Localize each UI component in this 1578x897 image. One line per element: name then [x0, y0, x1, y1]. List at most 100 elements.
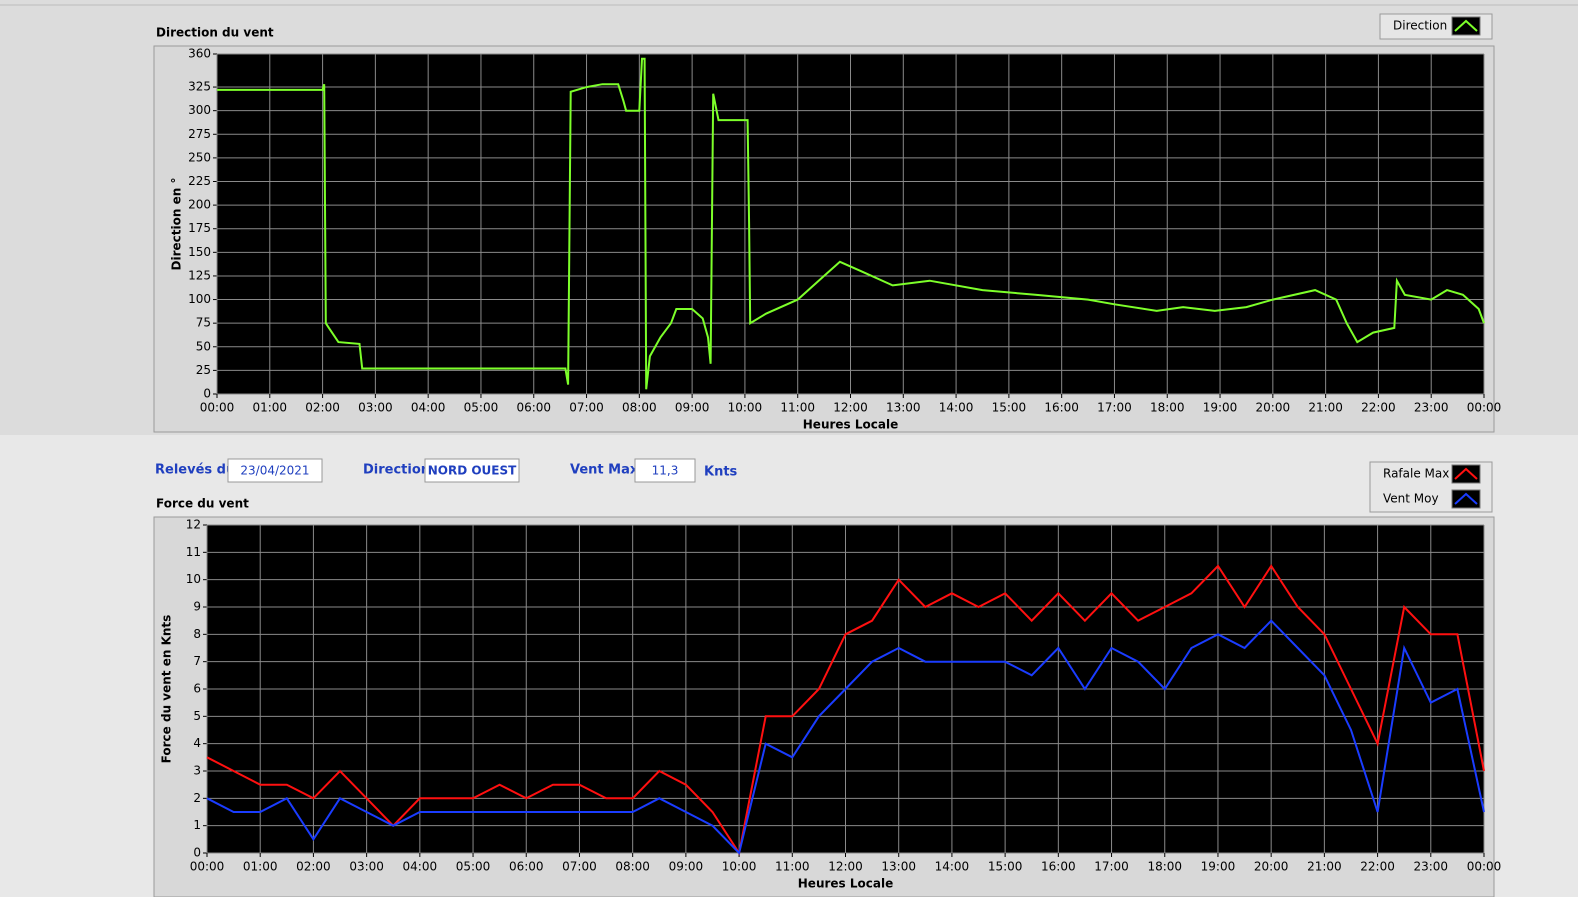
y-tick-label: 50 [196, 339, 211, 353]
x-tick-label: 06:00 [509, 860, 544, 874]
x-tick-label: 05:00 [456, 860, 491, 874]
x-tick-label: 06:00 [516, 401, 551, 415]
y-tick-label: 2 [193, 791, 201, 805]
y-axis-label: Direction en ° [170, 178, 184, 271]
x-tick-label: 03:00 [358, 401, 393, 415]
x-tick-label: 21:00 [1307, 860, 1342, 874]
x-tick-label: 09:00 [675, 401, 710, 415]
x-tick-label: 23:00 [1413, 860, 1448, 874]
x-tick-label: 17:00 [1097, 401, 1132, 415]
y-tick-label: 0 [193, 846, 201, 860]
y-tick-label: 150 [188, 245, 211, 259]
x-tick-label: 02:00 [305, 401, 340, 415]
y-tick-label: 0 [203, 387, 211, 401]
x-tick-label: 19:00 [1201, 860, 1236, 874]
x-tick-label: 18:00 [1150, 401, 1185, 415]
x-tick-label: 15:00 [992, 401, 1027, 415]
x-axis-label: Heures Locale [803, 418, 898, 432]
x-tick-label: 13:00 [881, 860, 916, 874]
legend-label: Rafale Max [1383, 467, 1449, 481]
y-tick-label: 250 [188, 150, 211, 164]
x-tick-label: 16:00 [1041, 860, 1076, 874]
y-tick-label: 100 [188, 292, 211, 306]
y-tick-label: 11 [186, 545, 201, 559]
legend-swatch [1451, 489, 1481, 509]
field-box [424, 458, 520, 483]
y-tick-label: 25 [196, 363, 211, 377]
x-tick-label: 02:00 [296, 860, 331, 874]
x-tick-label: 11:00 [775, 860, 810, 874]
legend-label: Vent Moy [1383, 492, 1439, 506]
x-tick-label: 01:00 [243, 860, 278, 874]
y-tick-label: 8 [193, 627, 201, 641]
legend-swatch [1451, 464, 1481, 484]
y-tick-label: 6 [193, 682, 201, 696]
y-tick-label: 175 [188, 221, 211, 235]
x-tick-label: 03:00 [349, 860, 384, 874]
x-tick-label: 16:00 [1044, 401, 1079, 415]
x-tick-label: 15:00 [988, 860, 1023, 874]
y-tick-label: 3 [193, 764, 201, 778]
x-tick-label: 18:00 [1147, 860, 1182, 874]
line [206, 564, 1485, 856]
x-tick-label: 14:00 [939, 401, 974, 415]
x-tick-label: 21:00 [1308, 401, 1343, 415]
x-tick-label: 10:00 [728, 401, 763, 415]
line [217, 57, 1485, 390]
x-axis-label: Heures Locale [798, 877, 893, 891]
x-tick-label: 23:00 [1414, 401, 1449, 415]
x-tick-label: 22:00 [1360, 860, 1395, 874]
x-tick-label: 12:00 [828, 860, 863, 874]
y-tick-label: 360 [188, 47, 211, 61]
x-tick-label: 07:00 [562, 860, 597, 874]
y-tick-label: 75 [196, 316, 211, 330]
x-tick-label: 19:00 [1203, 401, 1238, 415]
line [206, 619, 1485, 855]
x-tick-label: 00:00 [200, 401, 235, 415]
field-value: 11,3 [652, 464, 679, 478]
x-tick-label: 08:00 [615, 860, 650, 874]
x-tick-label: 05:00 [464, 401, 499, 415]
field-label: Relevés du [155, 463, 235, 478]
x-tick-label: 04:00 [403, 860, 438, 874]
field-label: Direction [363, 463, 430, 478]
y-tick-label: 5 [193, 709, 201, 723]
x-tick-label: 09:00 [669, 860, 704, 874]
legend-icon [1454, 492, 1478, 505]
y-tick-label: 4 [193, 736, 201, 750]
field-label: Vent Max [570, 463, 639, 478]
field-box [634, 458, 696, 483]
y-tick-label: 275 [188, 127, 211, 141]
y-tick-label: 12 [186, 518, 201, 532]
x-tick-label: 07:00 [569, 401, 604, 415]
field-value: NORD OUEST [428, 464, 517, 478]
y-axis-label: Force du vent en Knts [160, 615, 174, 764]
x-tick-label: 01:00 [252, 401, 287, 415]
y-tick-label: 325 [188, 80, 211, 94]
chart-title: Direction du vent [156, 26, 274, 40]
y-tick-label: 10 [186, 572, 201, 586]
field-unit: Knts [704, 465, 738, 480]
x-tick-label: 08:00 [622, 401, 657, 415]
x-tick-label: 00:00 [190, 860, 225, 874]
x-tick-label: 10:00 [722, 860, 757, 874]
y-tick-label: 125 [188, 268, 211, 282]
x-tick-label: 14:00 [935, 860, 970, 874]
y-tick-label: 200 [188, 198, 211, 212]
y-tick-label: 225 [188, 174, 211, 188]
x-tick-label: 00:00 [1467, 860, 1502, 874]
field-value: 23/04/2021 [240, 464, 309, 478]
x-tick-label: 20:00 [1254, 860, 1289, 874]
x-tick-label: 17:00 [1094, 860, 1129, 874]
legend-swatch [1451, 16, 1481, 36]
legend-icon [1454, 467, 1478, 480]
field-box [227, 458, 323, 483]
x-tick-label: 11:00 [780, 401, 815, 415]
legend-icon [1454, 19, 1478, 32]
y-tick-label: 9 [193, 600, 201, 614]
y-tick-label: 300 [188, 103, 211, 117]
legend-label: Direction [1393, 19, 1447, 33]
x-tick-label: 04:00 [411, 401, 446, 415]
